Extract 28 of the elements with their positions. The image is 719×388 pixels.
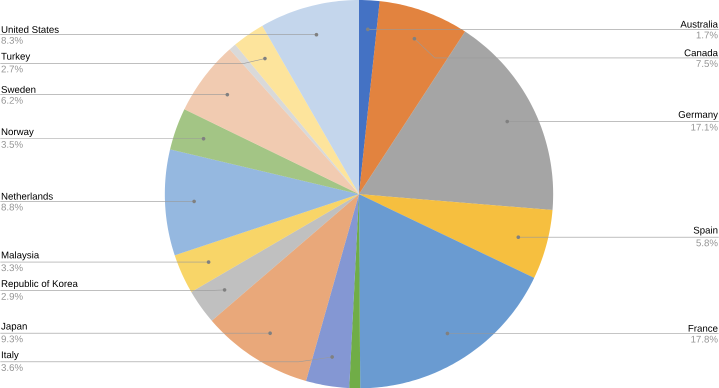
data-label: 9.3% bbox=[1, 335, 23, 342]
data-label: 7.5% bbox=[696, 60, 718, 67]
slice-label: Turkey bbox=[1, 52, 30, 62]
slice-label: Republic of Korea bbox=[2, 280, 78, 289]
data-label: 2.7% bbox=[2, 65, 23, 72]
slice-label: United States bbox=[2, 26, 59, 33]
slice-label: Spain bbox=[694, 226, 718, 236]
slice-label: Japan bbox=[1, 322, 27, 332]
slice-label: Australia bbox=[680, 20, 718, 28]
data-label: 2.9% bbox=[2, 292, 23, 300]
data-label: 3.6% bbox=[1, 364, 23, 371]
data-label: 1.7% bbox=[696, 31, 718, 38]
slice-label: Norway bbox=[2, 128, 34, 137]
slice-label: Netherlands bbox=[2, 192, 53, 200]
data-label: 6.2% bbox=[2, 96, 23, 104]
slice-label: Italy bbox=[2, 350, 19, 360]
data-label: 8.3% bbox=[1, 36, 23, 44]
data-label: 3.5% bbox=[1, 140, 23, 148]
slice-label: Sweden bbox=[1, 86, 36, 93]
slice-label: Germany bbox=[678, 110, 718, 120]
data-label: 5.8% bbox=[696, 239, 718, 246]
slice-label: Malaysia bbox=[2, 251, 40, 260]
data-label: 3.3% bbox=[1, 264, 23, 272]
data-label: 8.8% bbox=[1, 204, 23, 210]
slice-label: Canada bbox=[684, 48, 718, 56]
data-label: 17.1% bbox=[691, 124, 718, 130]
data-label: 17.8% bbox=[691, 336, 718, 342]
slice-label: France bbox=[688, 324, 718, 332]
